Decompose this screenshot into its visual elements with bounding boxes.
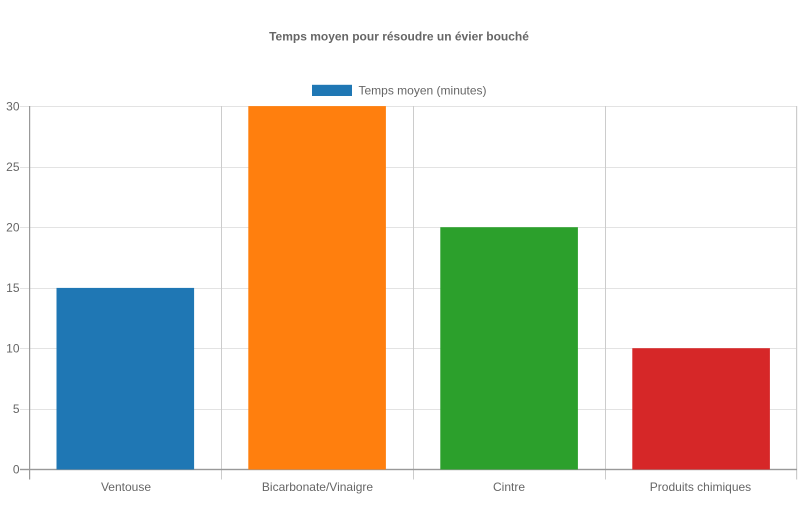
svg-text:30: 30 [6,100,20,114]
svg-text:15: 15 [6,281,20,295]
svg-text:10: 10 [6,342,20,356]
svg-text:Bicarbonate/Vinaigre: Bicarbonate/Vinaigre [262,480,374,494]
svg-text:Produits chimiques: Produits chimiques [650,480,751,494]
svg-text:Temps moyen pour résoudre un é: Temps moyen pour résoudre un évier bouch… [269,30,529,44]
svg-text:Cintre: Cintre [493,480,525,494]
svg-text:5: 5 [13,402,20,416]
svg-text:0: 0 [13,463,20,477]
svg-text:Ventouse: Ventouse [101,480,151,494]
svg-text:25: 25 [6,160,20,174]
svg-text:Temps moyen (minutes): Temps moyen (minutes) [359,83,487,97]
svg-text:20: 20 [6,221,20,235]
